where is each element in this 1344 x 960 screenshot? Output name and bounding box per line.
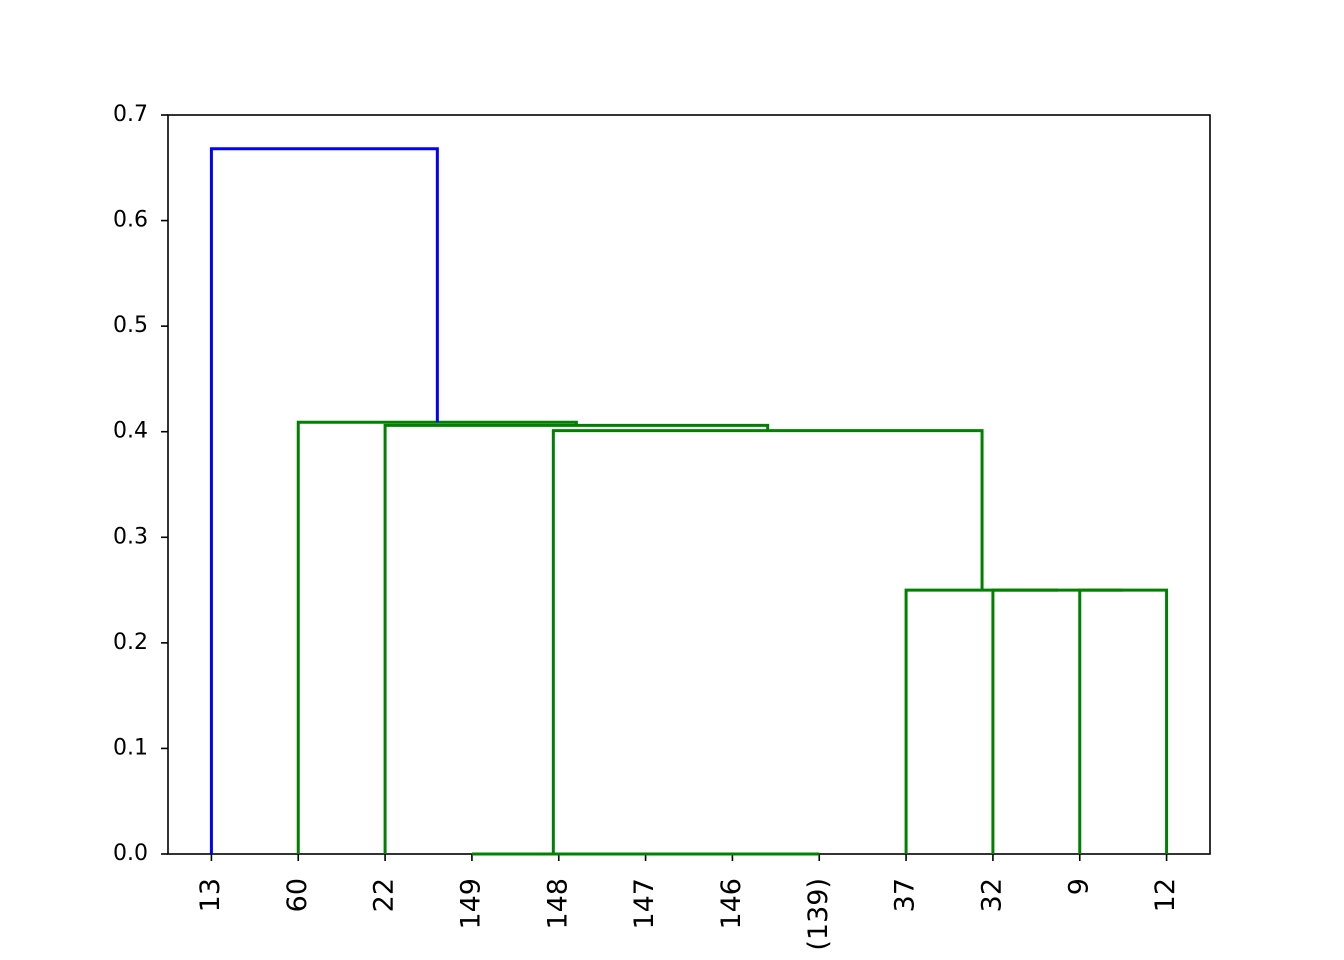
x-tick-label: 60 [282, 878, 313, 912]
y-tick-label: 0.1 [113, 735, 148, 760]
x-tick-label: 149 [455, 878, 486, 930]
dendrogram-link [904, 588, 1059, 854]
x-tick-label: (139) [803, 878, 834, 951]
y-tick-label: 0.3 [113, 524, 148, 549]
x-tick-label: 32 [976, 878, 1007, 912]
dendrogram-link [296, 420, 578, 854]
x-tick-label: 146 [716, 878, 747, 930]
y-tick-label: 0.7 [113, 102, 148, 127]
x-tick-label: 148 [542, 878, 573, 930]
dendrogram-link [991, 588, 1124, 854]
y-tick-label: 0.6 [113, 208, 148, 233]
y-tick-label: 0.5 [113, 313, 148, 338]
y-tick-label: 0.2 [113, 630, 148, 655]
y-tick-label: 0.0 [113, 841, 148, 866]
x-tick-label: 13 [195, 878, 226, 912]
x-tick-label: 9 [1063, 878, 1094, 895]
x-tick-label: 22 [369, 878, 400, 912]
dendrogram-link [209, 147, 439, 854]
y-tick-label: 0.4 [113, 419, 148, 444]
x-tick-label: 37 [890, 878, 921, 912]
dendrogram-link [1078, 588, 1169, 854]
plot-frame [167, 114, 1211, 855]
dendrogram-link [551, 429, 984, 854]
x-tick-label: 12 [1150, 878, 1181, 912]
dendrogram-link [383, 423, 770, 854]
x-tick-label: 147 [629, 878, 660, 930]
